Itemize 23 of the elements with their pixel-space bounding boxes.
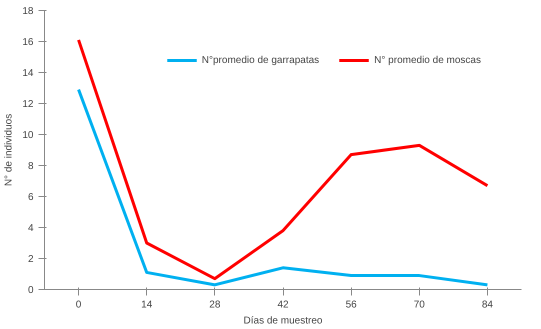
x-tick-label: 56 <box>346 300 358 310</box>
y-tick-label: 2 <box>28 254 34 265</box>
y-tick-label: 12 <box>22 99 34 110</box>
x-axis-title: Días de muestreo <box>244 316 323 326</box>
x-tick-label: 70 <box>414 300 426 310</box>
y-axis-title: N° de individuos <box>3 114 14 186</box>
y-tick-label: 16 <box>22 37 34 48</box>
x-tick-label: 42 <box>277 300 289 310</box>
x-tick-label: 28 <box>209 300 221 310</box>
y-tick-label: 6 <box>28 192 34 203</box>
y-tick-label: 0 <box>28 285 34 296</box>
legend-label: N°promedio de garrapatas <box>202 54 320 66</box>
x-tick-label: 0 <box>76 300 82 310</box>
line-series <box>77 88 489 286</box>
y-tick-label: 4 <box>28 223 34 234</box>
y-tick-label: 14 <box>22 68 34 79</box>
x-tick-label: 14 <box>141 300 153 310</box>
line-series <box>77 38 489 280</box>
y-tick-label: 10 <box>22 130 34 141</box>
y-tick-label: 18 <box>22 6 34 17</box>
x-tick-label: 84 <box>482 300 494 310</box>
y-tick-label: 8 <box>28 161 34 172</box>
legend-label: N° promedio de moscas <box>374 54 481 66</box>
